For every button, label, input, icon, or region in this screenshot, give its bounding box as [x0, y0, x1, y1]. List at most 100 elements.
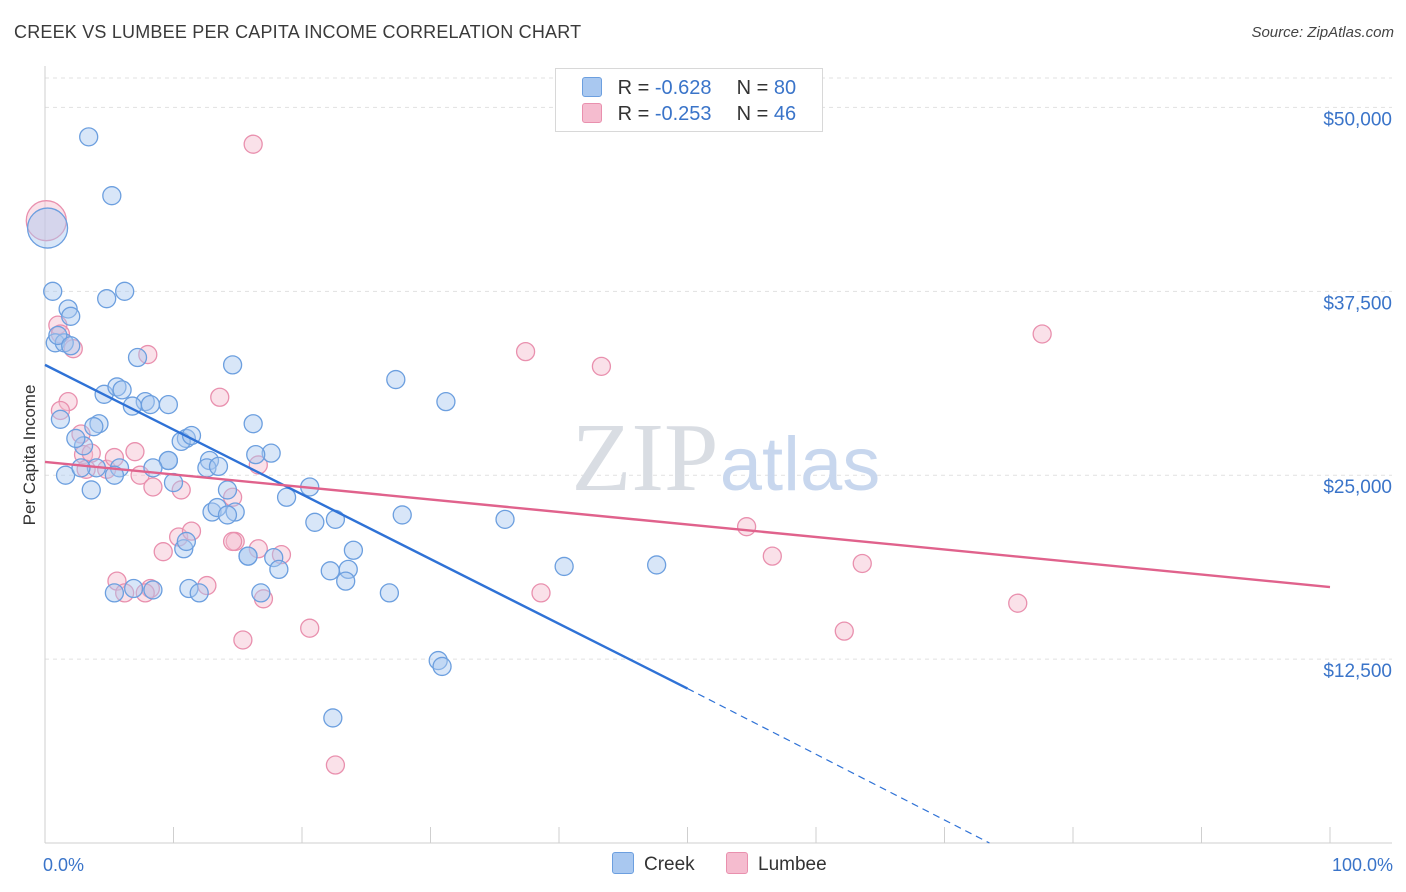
- creek-point: [246, 444, 266, 465]
- creek-point: [55, 465, 76, 485]
- creek-trendline: [44, 363, 689, 690]
- y-tick-label: $25,000: [1323, 477, 1392, 498]
- lumbee-point: [125, 442, 145, 462]
- creek-point: [176, 531, 197, 552]
- source-note: Source: ZipAtlas.com: [1251, 24, 1394, 41]
- creek-point: [251, 583, 271, 603]
- creek-point: [269, 559, 289, 580]
- creek-point: [104, 583, 125, 603]
- creek-point: [79, 127, 99, 147]
- lumbee-point: [834, 621, 854, 641]
- creek-point: [58, 299, 78, 319]
- bottom-legend-creek: Creek: [612, 852, 695, 876]
- creek-point: [261, 443, 281, 463]
- lumbee-point: [181, 521, 202, 541]
- lumbee-point: [852, 553, 872, 574]
- creek-point: [217, 480, 238, 500]
- creek-point: [43, 281, 63, 301]
- creek-point: [386, 369, 406, 390]
- creek-point: [243, 414, 263, 434]
- lumbee-point: [222, 531, 243, 552]
- bottom-lumbee-swatch: [726, 852, 748, 874]
- creek-swatch: [582, 77, 602, 97]
- lumbee-point: [300, 618, 320, 638]
- lumbee-point: [115, 583, 135, 603]
- creek-point: [323, 708, 343, 728]
- creek-point: [336, 571, 356, 591]
- creek-point: [432, 656, 452, 677]
- y-axis-label: Per Capita Income: [20, 385, 39, 526]
- lumbee-point: [271, 545, 292, 565]
- creek-point: [50, 409, 71, 429]
- legend-row-creek: R = -0.628 N = 80: [582, 77, 796, 100]
- creek-point: [174, 539, 194, 559]
- creek-r-label: R =: [617, 77, 655, 99]
- creek-point: [143, 580, 163, 600]
- bottom-creek-label: Creek: [644, 854, 695, 875]
- creek-point: [305, 512, 325, 532]
- lumbee-swatch: [582, 103, 602, 123]
- creek-n-label: N =: [736, 77, 774, 99]
- creek-point: [208, 456, 229, 477]
- creek-point: [81, 480, 101, 500]
- creek-point: [264, 547, 284, 568]
- bottom-legend-lumbee: Lumbee: [726, 852, 827, 876]
- lumbee-point: [531, 583, 551, 603]
- creek-point: [140, 394, 161, 415]
- lumbee-point: [248, 539, 268, 559]
- creek-point: [495, 509, 515, 529]
- lumbee-r-label: R =: [617, 103, 655, 125]
- y-tick-label: $12,500: [1323, 661, 1392, 682]
- x-tick-label: 0.0%: [43, 855, 84, 875]
- creek-point: [66, 428, 86, 449]
- creek-points: [26, 127, 667, 728]
- lumbee-point: [736, 517, 757, 537]
- creek-point: [217, 505, 238, 525]
- creek-point: [276, 487, 297, 507]
- lumbee-point: [153, 542, 173, 562]
- lumbee-point: [1008, 593, 1028, 613]
- creek-point: [124, 578, 144, 599]
- creek-point: [112, 380, 132, 400]
- lumbee-point: [762, 546, 782, 566]
- creek-n-value: 80: [773, 77, 797, 99]
- x-tick-label: 100.0%: [1332, 855, 1393, 875]
- watermark: ZIP atlas: [572, 404, 881, 512]
- creek-point: [436, 392, 456, 412]
- creek-point: [48, 325, 68, 346]
- lumbee-point: [515, 341, 536, 362]
- creek-point: [61, 306, 81, 326]
- creek-point: [222, 355, 243, 375]
- lumbee-point: [591, 356, 612, 376]
- lumbee-point: [171, 480, 191, 500]
- creek-point: [158, 394, 179, 415]
- creek-point: [238, 546, 258, 566]
- watermark-atlas: atlas: [720, 422, 881, 507]
- lumbee-n-label: N =: [736, 103, 774, 125]
- chart-title: CREEK VS LUMBEE PER CAPITA INCOME CORREL…: [14, 22, 582, 42]
- axes: [44, 66, 1392, 844]
- lumbee-point: [107, 571, 127, 591]
- lumbee-point: [210, 387, 230, 407]
- lumbee-point: [233, 630, 253, 650]
- lumbee-point: [135, 583, 155, 603]
- lumbee-point: [243, 134, 263, 154]
- stats-legend: R = -0.628 N = 80 R = -0.253 N = 46: [555, 68, 823, 132]
- creek-point: [115, 281, 135, 301]
- creek-point: [102, 186, 122, 206]
- lumbee-r-value: -0.253: [654, 103, 712, 125]
- creek-point: [107, 377, 127, 397]
- creek-point: [104, 465, 125, 485]
- y-tick-label: $37,500: [1323, 293, 1392, 314]
- creek-trendline-extension: [687, 687, 990, 844]
- lumbee-point: [325, 755, 346, 775]
- y-axis-tick-labels: $12,500 $25,000 $37,500 $50,000: [1323, 109, 1392, 682]
- creek-point: [97, 289, 117, 309]
- creek-point: [647, 555, 667, 575]
- lumbee-n-value: 46: [773, 103, 797, 125]
- creek-point: [26, 207, 69, 249]
- creek-point: [84, 417, 104, 437]
- creek-point: [320, 561, 340, 581]
- lumbee-point: [1032, 324, 1052, 344]
